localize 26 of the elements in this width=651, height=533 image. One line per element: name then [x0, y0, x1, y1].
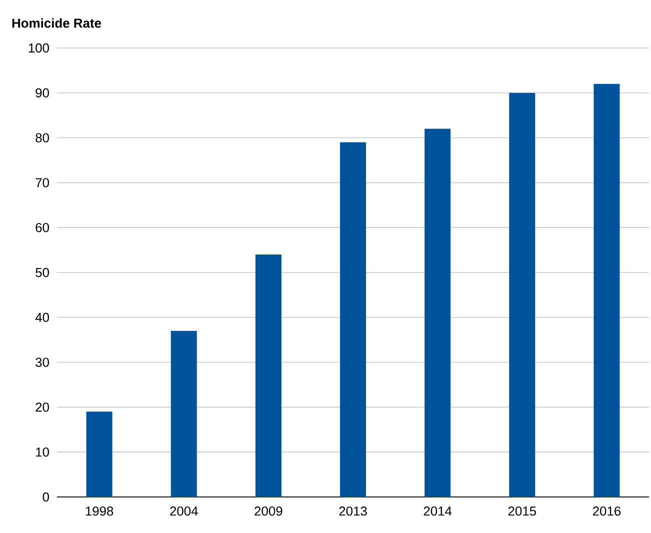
bar	[340, 142, 366, 497]
x-tick-label: 2009	[254, 506, 282, 516]
y-tick-label: 70	[36, 178, 49, 188]
y-tick-label: 100	[28, 43, 49, 53]
y-tick-label: 0	[42, 492, 49, 502]
bar	[255, 254, 282, 497]
x-tick-label: 2015	[508, 506, 536, 516]
y-tick-label: 90	[36, 88, 49, 98]
bar	[170, 330, 197, 497]
x-tick-label: 2014	[424, 506, 452, 516]
y-tick-label: 10	[36, 447, 49, 457]
bar	[424, 128, 451, 497]
bar	[594, 84, 620, 497]
y-tick-label: 20	[36, 402, 49, 412]
y-tick-label: 30	[36, 358, 49, 367]
x-tick-label: 2016	[592, 506, 621, 516]
bar	[509, 92, 536, 497]
y-tick-label: 50	[36, 268, 49, 278]
y-tick-label: 40	[35, 312, 49, 322]
x-tick-label: 1998	[86, 506, 114, 516]
x-tick-label: 2013	[339, 506, 367, 516]
y-tick-label: 80	[36, 133, 49, 142]
y-tick-label: 60	[36, 222, 49, 232]
bar	[86, 412, 112, 497]
x-tick-label: 2004	[170, 506, 198, 516]
chart-title: Homicide Rate	[12, 18, 102, 28]
